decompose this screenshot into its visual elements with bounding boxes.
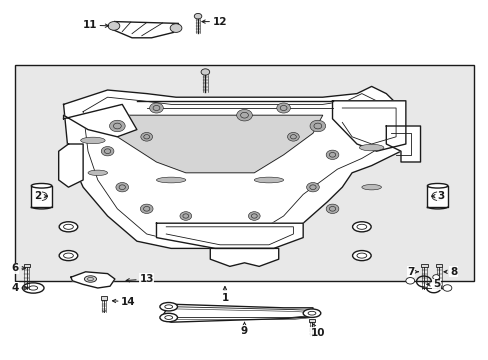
Circle shape: [325, 204, 338, 213]
Text: 11: 11: [82, 20, 108, 30]
Bar: [308, 319, 314, 322]
Circle shape: [306, 183, 319, 192]
Circle shape: [149, 103, 163, 113]
Text: 12: 12: [202, 17, 227, 27]
Text: 2: 2: [34, 191, 47, 201]
Polygon shape: [332, 101, 405, 151]
Ellipse shape: [427, 184, 447, 188]
Circle shape: [141, 132, 152, 141]
Ellipse shape: [359, 144, 383, 151]
Text: 3: 3: [431, 191, 444, 201]
Circle shape: [276, 103, 290, 113]
Polygon shape: [161, 304, 312, 322]
Polygon shape: [156, 223, 303, 248]
Ellipse shape: [31, 184, 52, 188]
Polygon shape: [210, 248, 278, 266]
Circle shape: [248, 212, 260, 220]
Text: 8: 8: [443, 267, 456, 277]
Polygon shape: [31, 186, 52, 207]
Bar: [15, 65, 473, 281]
Ellipse shape: [59, 222, 78, 232]
Circle shape: [109, 120, 125, 132]
Text: 4: 4: [11, 283, 28, 293]
Circle shape: [116, 183, 128, 192]
Polygon shape: [386, 126, 420, 162]
Circle shape: [101, 147, 114, 156]
Ellipse shape: [22, 283, 44, 293]
Text: 6: 6: [11, 263, 25, 273]
Circle shape: [140, 204, 153, 213]
Circle shape: [194, 13, 202, 19]
Bar: [435, 264, 442, 267]
Ellipse shape: [59, 251, 78, 261]
Polygon shape: [63, 104, 137, 137]
Text: 7: 7: [407, 267, 417, 277]
Polygon shape: [107, 115, 322, 173]
Ellipse shape: [254, 177, 283, 183]
Polygon shape: [71, 272, 115, 288]
Polygon shape: [112, 22, 178, 38]
Text: 9: 9: [241, 322, 247, 336]
Text: 10: 10: [310, 324, 325, 338]
Circle shape: [432, 275, 439, 280]
Text: 14: 14: [112, 297, 136, 307]
Circle shape: [325, 150, 338, 159]
Circle shape: [309, 120, 325, 132]
Ellipse shape: [352, 251, 370, 261]
Ellipse shape: [361, 185, 381, 190]
Circle shape: [405, 278, 414, 284]
Text: 5: 5: [426, 279, 439, 289]
Circle shape: [170, 24, 182, 32]
Polygon shape: [427, 186, 447, 207]
Circle shape: [180, 212, 191, 220]
Circle shape: [108, 22, 120, 30]
Circle shape: [236, 109, 252, 121]
Ellipse shape: [156, 177, 185, 183]
Ellipse shape: [81, 137, 105, 144]
Text: 1: 1: [221, 287, 228, 303]
Ellipse shape: [303, 309, 320, 318]
Polygon shape: [59, 144, 83, 187]
Ellipse shape: [352, 222, 370, 232]
Bar: [23, 264, 30, 267]
Ellipse shape: [88, 170, 107, 175]
Circle shape: [201, 69, 209, 75]
Ellipse shape: [84, 276, 96, 282]
Circle shape: [442, 285, 451, 291]
Ellipse shape: [160, 313, 177, 322]
Bar: [421, 264, 427, 267]
Ellipse shape: [160, 302, 177, 311]
Bar: [101, 297, 107, 300]
Circle shape: [287, 132, 299, 141]
Text: 13: 13: [126, 274, 154, 284]
Polygon shape: [63, 86, 400, 248]
